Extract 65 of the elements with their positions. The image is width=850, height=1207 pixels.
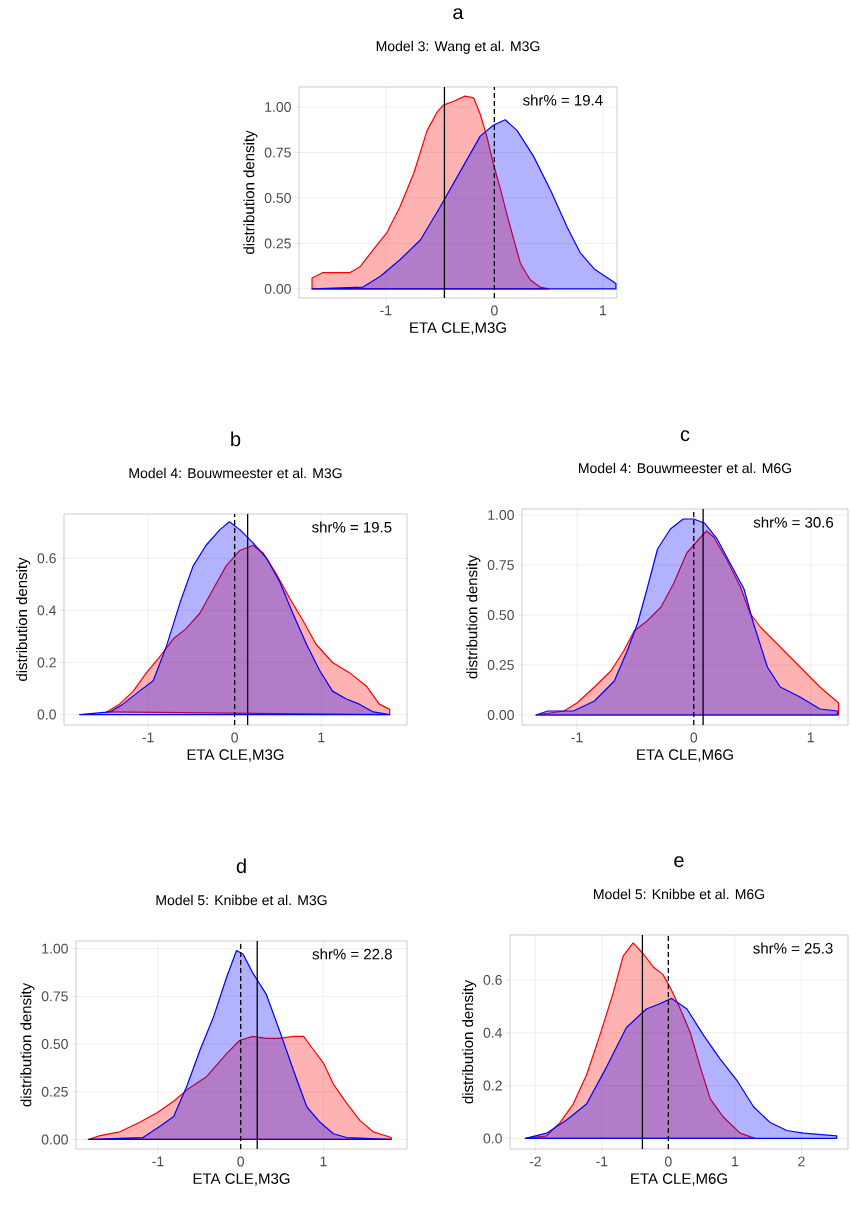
x-tick-label: -1 bbox=[380, 305, 392, 316]
y-tick-label: 0.75 bbox=[487, 560, 514, 570]
y-tick-label: 0.25 bbox=[264, 238, 291, 249]
y-tick-label: 1.00 bbox=[488, 510, 514, 520]
y-tick-label: 0.75 bbox=[41, 991, 68, 1002]
y-axis-title: distribution density bbox=[462, 979, 477, 1104]
x-axis-title: ETA CLE,M3G bbox=[187, 749, 284, 762]
y-tick-label: 0.4 bbox=[37, 605, 57, 616]
x-axis-title: ETA CLE,M6G bbox=[637, 749, 733, 762]
chart-subtitle: Model 5: Knibbe et al. M3G bbox=[156, 894, 327, 906]
chart-subtitle: Model 3: Wang et al. M3G bbox=[376, 40, 540, 54]
chart-title: a bbox=[453, 8, 464, 20]
x-tick-label: 1 bbox=[732, 1156, 739, 1167]
y-axis-title: distribution density bbox=[243, 130, 258, 254]
annotation: shr% = 30.6 bbox=[753, 516, 834, 528]
y-tick-label: 0.2 bbox=[483, 1080, 502, 1091]
chart-subtitle: Model 4: Bouwmeester et al. M3G bbox=[129, 467, 342, 479]
x-tick-label: 1 bbox=[600, 305, 607, 316]
chart-subtitle: Model 4: Bouwmeester et al. M6G bbox=[579, 462, 792, 474]
x-axis-title: ETA CLE,M6G bbox=[631, 1173, 727, 1186]
x-tick-label: 0 bbox=[237, 1156, 245, 1167]
y-tick-label: 0.50 bbox=[41, 1039, 68, 1049]
chart-subtitle: Model 5: Knibbe et al. M6G bbox=[594, 888, 765, 900]
y-tick-label: 0.0 bbox=[37, 709, 56, 720]
x-tick-label: 1 bbox=[807, 732, 814, 743]
y-tick-label: 0.4 bbox=[483, 1027, 503, 1038]
y-tick-label: 0.2 bbox=[37, 657, 56, 668]
x-tick-label: -1 bbox=[142, 732, 154, 743]
annotation: shr% = 22.8 bbox=[312, 948, 392, 960]
y-tick-label: 0.0 bbox=[483, 1133, 502, 1144]
chart-title: e bbox=[674, 856, 684, 868]
x-tick-label: 2 bbox=[798, 1156, 805, 1167]
y-axis-title: distribution density bbox=[16, 557, 31, 681]
chart-title: b bbox=[231, 431, 241, 447]
y-tick-label: 0.25 bbox=[41, 1086, 68, 1097]
y-tick-label: 1.00 bbox=[265, 102, 291, 112]
x-tick-label: -1 bbox=[571, 732, 583, 743]
x-tick-label: 0 bbox=[231, 732, 238, 743]
annotation: shr% = 19.4 bbox=[523, 94, 603, 106]
x-axis-title: ETA CLE,M3G bbox=[410, 322, 506, 335]
y-axis-title: distribution density bbox=[466, 554, 481, 679]
y-tick-label: 0.00 bbox=[264, 283, 291, 294]
x-tick-label: 1 bbox=[320, 1156, 327, 1167]
x-tick-label: -1 bbox=[152, 1156, 164, 1167]
y-tick-label: 0.6 bbox=[37, 553, 56, 564]
x-tick-label: 0 bbox=[491, 305, 498, 316]
x-tick-label: 1 bbox=[318, 732, 325, 743]
annotation: shr% = 25.3 bbox=[753, 942, 833, 954]
y-tick-label: 0.6 bbox=[483, 974, 502, 985]
y-tick-label: 0.75 bbox=[264, 147, 291, 158]
x-axis-title: ETA CLE,M3G bbox=[193, 1173, 290, 1186]
chart-title: d bbox=[236, 858, 246, 874]
y-tick-label: 0.50 bbox=[487, 610, 514, 620]
chart-title: c bbox=[680, 430, 690, 442]
x-tick-label: 0 bbox=[665, 1156, 672, 1167]
y-tick-label: 0.00 bbox=[487, 710, 514, 720]
x-tick-label: -1 bbox=[596, 1156, 608, 1167]
x-tick-label: -2 bbox=[529, 1156, 541, 1167]
y-axis-title: distribution density bbox=[20, 982, 35, 1107]
y-tick-label: 1.00 bbox=[42, 943, 68, 954]
y-tick-label: 0.00 bbox=[41, 1134, 68, 1145]
y-tick-label: 0.25 bbox=[487, 660, 514, 670]
annotation: shr% = 19.5 bbox=[312, 521, 392, 533]
y-tick-label: 0.50 bbox=[264, 192, 291, 203]
x-tick-label: 0 bbox=[690, 732, 698, 743]
